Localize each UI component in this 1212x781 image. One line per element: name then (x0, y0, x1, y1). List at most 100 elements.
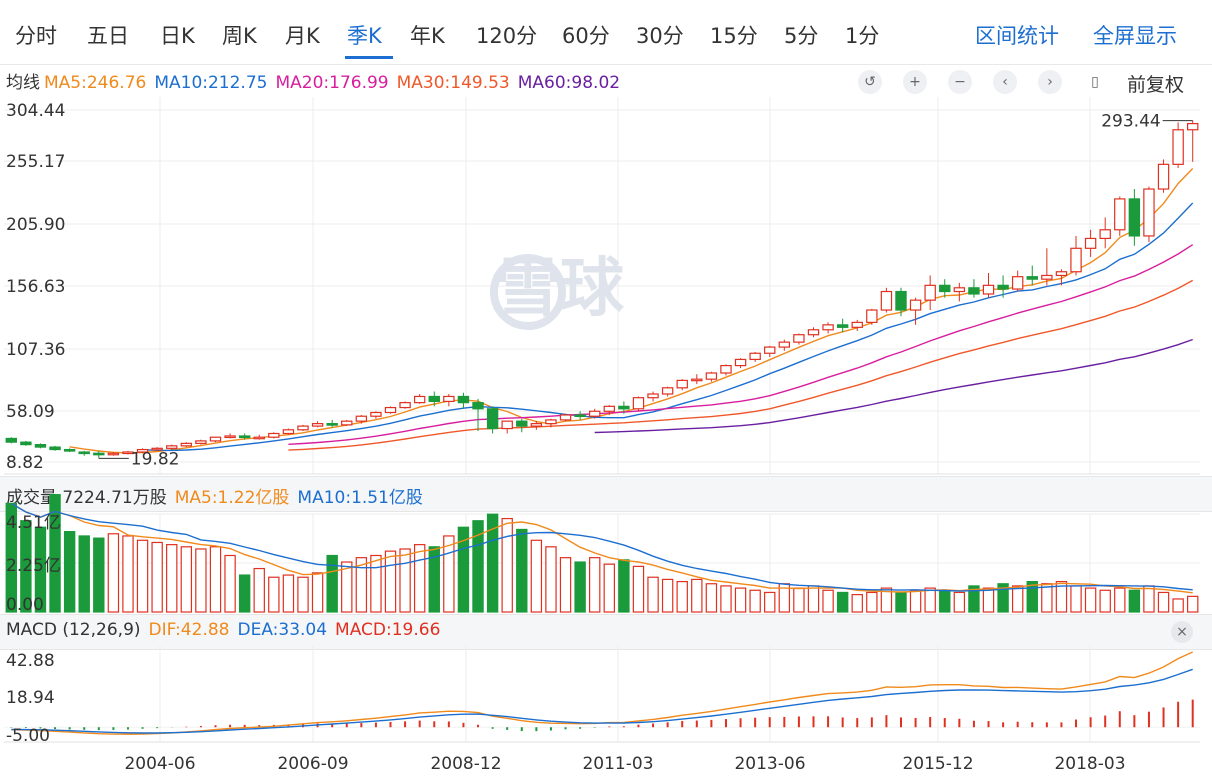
volume-bar (968, 585, 980, 613)
candle-body (545, 419, 557, 425)
volume-bar (618, 559, 630, 613)
candle-body (370, 411, 382, 417)
volume-bar (924, 587, 936, 613)
candle-body (20, 441, 32, 446)
watermark-text: 雪球 (496, 252, 625, 326)
volume-bar (632, 565, 645, 613)
zoom-out-icon[interactable]: − (948, 70, 972, 94)
back-icon[interactable]: ↺ (858, 70, 882, 94)
volume-bar (34, 526, 47, 613)
x-tick-label-6: 2018-03 (1054, 754, 1125, 774)
x-tick-label-3: 2011-03 (582, 754, 653, 774)
tab-3[interactable]: 周K (222, 24, 257, 48)
volume-bar (866, 591, 878, 613)
candle-body (1011, 276, 1024, 290)
volume-bar (1084, 587, 1097, 613)
tab-0[interactable]: 分时 (15, 24, 57, 48)
tab-9[interactable]: 30分 (636, 24, 684, 48)
volume-bar (341, 561, 353, 613)
tab-7[interactable]: 120分 (476, 24, 538, 48)
volume-bar (836, 591, 849, 613)
adjust-mode-button[interactable]: 前复权 (1127, 74, 1185, 96)
candle-style-icon[interactable]: ▯ (1091, 74, 1099, 90)
candle-body (866, 309, 878, 323)
volume-bar (166, 544, 178, 613)
candle-body (384, 406, 397, 414)
ma-legend-item-0: MA5:246.76 (44, 73, 147, 93)
zoom-in-icon[interactable]: + (903, 70, 927, 94)
tab-1[interactable]: 五日 (87, 24, 129, 48)
vol-ma-legend-item-1: MA10:1.51亿股 (297, 488, 423, 508)
watermark-logo (490, 254, 566, 330)
tab-2[interactable]: 日K (160, 24, 195, 48)
range-stats-button[interactable]: 区间统计 (975, 24, 1059, 48)
price-tick-label-0: 304.44 (6, 101, 65, 121)
volume-bar (486, 513, 499, 613)
volume-bar (895, 591, 907, 613)
volume-bar (574, 561, 586, 613)
next-icon[interactable]: › (1038, 70, 1062, 94)
tab-4[interactable]: 月K (285, 24, 320, 48)
volume-bar (603, 563, 615, 613)
min-price-label: 19.82 (131, 449, 180, 469)
candle-body (1099, 229, 1111, 240)
active-tab-underline (345, 56, 393, 59)
volume-bar (807, 585, 820, 613)
vol-ma5-line (10, 502, 1193, 594)
tab-5[interactable]: 季K (347, 24, 382, 48)
prev-icon[interactable]: ‹ (993, 70, 1017, 94)
candle-body (224, 435, 236, 439)
candle-body (49, 446, 61, 451)
volume-bar (151, 541, 163, 613)
volume-bar (311, 572, 324, 613)
candle-body (997, 284, 1009, 290)
volume-bar (180, 546, 193, 613)
candle-body (136, 448, 149, 453)
volume-bar (268, 576, 280, 613)
tab-11[interactable]: 5分 (784, 24, 819, 48)
ma-legend-item-1: MA10:212.75 (154, 73, 268, 93)
candle-body (34, 444, 47, 448)
volume-bar (1172, 598, 1184, 613)
macd-legend-item-0: DIF:42.88 (148, 620, 230, 640)
macd-legend-item-1: DEA:33.04 (237, 620, 328, 640)
vol-tick-label-0: 4.51亿 (6, 513, 61, 533)
dea-line (11, 668, 1193, 734)
candle-body (268, 432, 280, 438)
candle-body (1114, 198, 1126, 231)
fullscreen-button[interactable]: 全屏显示 (1093, 24, 1177, 48)
volume-bar (1143, 585, 1155, 613)
candle-body (428, 395, 440, 403)
candle-body (1041, 274, 1053, 280)
ma10-line (142, 202, 1194, 452)
tab-8[interactable]: 60分 (562, 24, 610, 48)
candle-body (880, 290, 893, 311)
volume-bar (107, 533, 120, 613)
volume-bar (749, 589, 761, 613)
volume-bar (720, 585, 732, 613)
volume-bar (20, 520, 32, 613)
close-icon[interactable]: × (1171, 621, 1193, 643)
candle-body (793, 334, 805, 343)
volume-bar (282, 574, 295, 613)
vol-ma10-line (10, 502, 1193, 592)
volume-bar (909, 589, 922, 613)
candle-body (1070, 247, 1082, 273)
candle-body (749, 352, 761, 361)
volume-bar (195, 548, 207, 613)
tab-12[interactable]: 1分 (845, 24, 880, 48)
candle-body (895, 290, 907, 311)
candle-body (399, 402, 411, 409)
price-tick-label-5: 58.09 (6, 402, 55, 422)
macd-legend: MACD (12,26,9) DIF:42.88 DEA:33.04 MACD:19.… (6, 620, 456, 640)
volume-bar (516, 528, 528, 613)
candle-body (122, 451, 134, 455)
candle-body (720, 364, 732, 374)
volume-bar (122, 535, 134, 613)
volume-bar (326, 554, 338, 613)
volume-bar (676, 580, 688, 613)
volume-bar (778, 583, 791, 613)
tab-10[interactable]: 15分 (710, 24, 758, 48)
volume-bar (997, 583, 1009, 613)
tab-6[interactable]: 年K (410, 24, 445, 48)
